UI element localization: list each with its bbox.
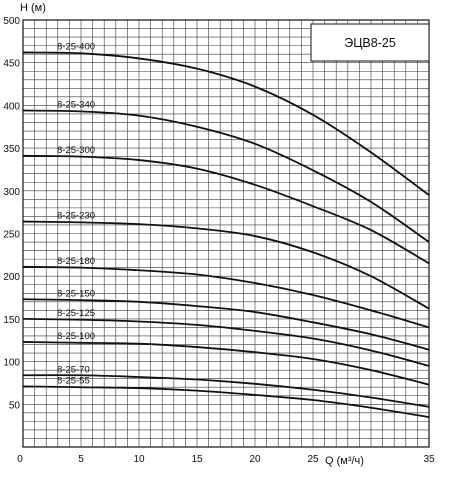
series-line-8-25-70 [22,374,430,408]
x-tick-label: 15 [191,454,203,465]
series-line-8-25-180 [22,265,430,329]
series-label: 8-25-230 [57,211,95,222]
y-tick-label: 200 [3,272,20,283]
y-tick-label: 300 [3,187,20,198]
model-title-box [310,23,430,62]
plot-frame [22,19,430,448]
series-label: 8-25-180 [57,256,95,267]
x-tick-label: 5 [78,454,84,465]
x-axis-title: Q (м³/ч) [325,455,364,467]
x-tick-label: 25 [307,454,319,465]
y-tick-label: 450 [3,59,20,70]
curves-layer [22,51,430,418]
x-tick-label: 20 [249,454,261,465]
series-line-8-25-55 [22,385,430,418]
series-label: 8-25-70 [57,364,90,375]
grid-layer [22,19,430,448]
x-tick-label: 10 [133,454,145,465]
series-labels-layer: 8-25-400 8-25-340 8-25-300 8-25-230 8-25-180… [57,41,95,386]
y-tick-label: 500 [3,16,20,27]
series-label: 8-25-300 [57,145,95,156]
y-tick-label: 50 [9,400,21,411]
series-label: 8-25-150 [57,288,95,299]
ticks-layer: 50 100 150 200 250 300 350 400 450 500 0 5 10 15 20 25 3… [3,16,435,465]
y-tick-label: 150 [3,315,20,326]
series-line-8-25-150 [22,298,430,351]
y-axis-title: H (м) [20,2,46,14]
y-tick-label: 250 [3,230,20,241]
series-label: 8-25-55 [57,375,90,386]
y-tick-label: 350 [3,144,20,155]
series-label: 8-25-125 [57,308,95,319]
series-line-8-25-340 [22,109,430,243]
x-tick-label: 35 [423,454,435,465]
series-line-8-25-230 [22,220,430,310]
y-tick-label: 100 [3,358,20,369]
plot-border [22,19,430,448]
series-label: 8-25-340 [57,100,95,111]
y-tick-label: 400 [3,101,20,112]
series-label: 8-25-400 [57,41,95,52]
model-title: ЭЦВ8-25 [344,36,396,50]
series-label: 8-25-100 [57,331,95,342]
series-line-8-25-100 [22,341,430,386]
series-line-8-25-400 [22,51,430,196]
series-line-8-25-125 [22,318,430,367]
series-line-8-25-300 [22,154,430,265]
x-tick-label: 0 [17,454,23,465]
